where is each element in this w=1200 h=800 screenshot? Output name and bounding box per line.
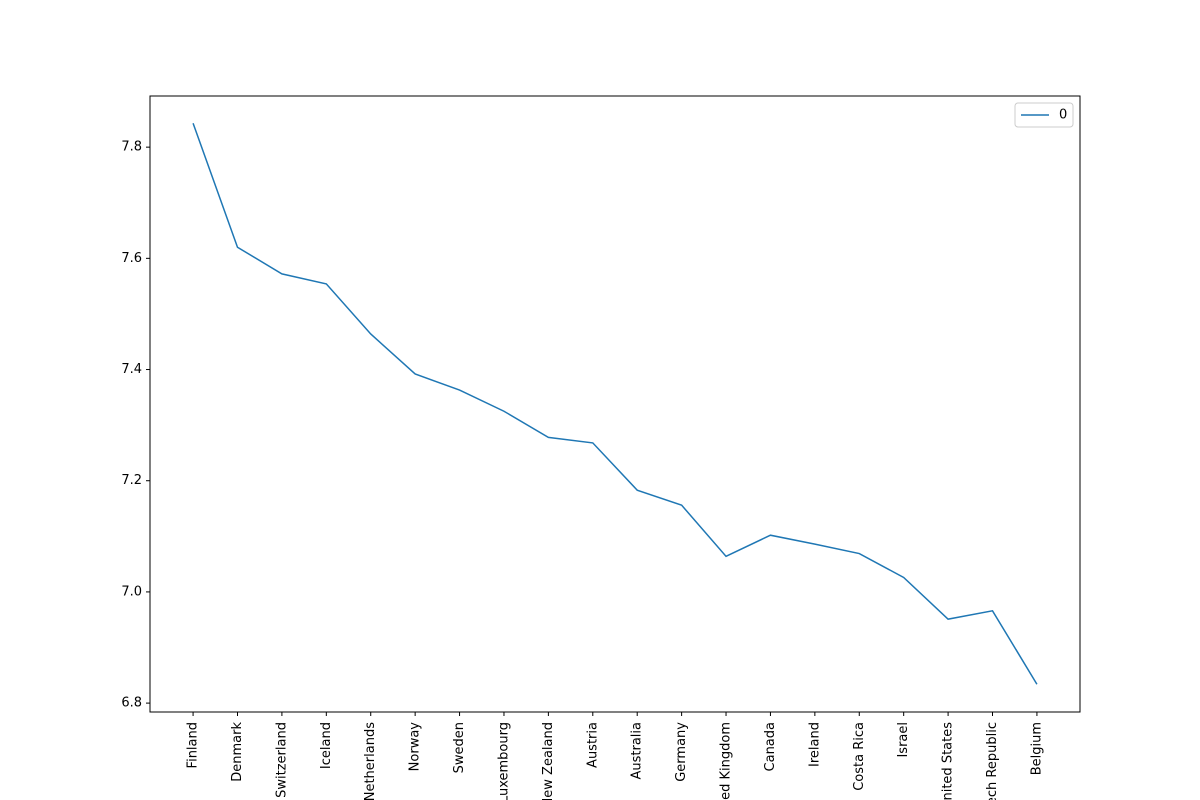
x-tick-label: Australia [630, 722, 645, 780]
y-tick-label: 7.6 [121, 251, 142, 266]
x-tick-label: Czech Republic [985, 722, 1000, 800]
y-tick-label: 7.0 [121, 584, 142, 599]
y-tick-label: 7.8 [121, 140, 142, 155]
x-tick-label: Belgium [1029, 722, 1044, 775]
x-tick-label: Austria [585, 722, 600, 768]
x-tick-label: Germany [674, 722, 689, 782]
x-tick-label: Norway [408, 722, 423, 772]
y-tick-label: 7.2 [121, 473, 142, 488]
x-tick-label: United States [941, 722, 956, 800]
legend: 0 [1014, 102, 1074, 128]
x-tick-label: Denmark [230, 722, 245, 782]
x-tick-label: Netherlands [363, 722, 378, 800]
x-tick-label: Canada [763, 722, 778, 771]
plot-frame [149, 95, 1081, 713]
y-tick-label: 6.8 [121, 696, 142, 711]
x-tick-label: Finland [186, 722, 201, 768]
x-tick-label: New Zealand [541, 722, 556, 800]
x-tick-label: Luxembourg [496, 722, 511, 800]
x-tick-label: Ireland [807, 722, 822, 767]
line-series [192, 122, 1038, 685]
x-tick-label: Israel [896, 722, 911, 758]
x-tick-label: Sweden [452, 722, 467, 773]
x-tick-label: United Kingdom [719, 722, 734, 800]
legend-label: 0 [1059, 108, 1067, 123]
x-tick-label: Costa Rica [852, 722, 867, 791]
x-tick-label: Switzerland [274, 722, 289, 798]
y-tick-label: 7.4 [121, 362, 142, 377]
x-tick-label: Iceland [319, 722, 334, 769]
